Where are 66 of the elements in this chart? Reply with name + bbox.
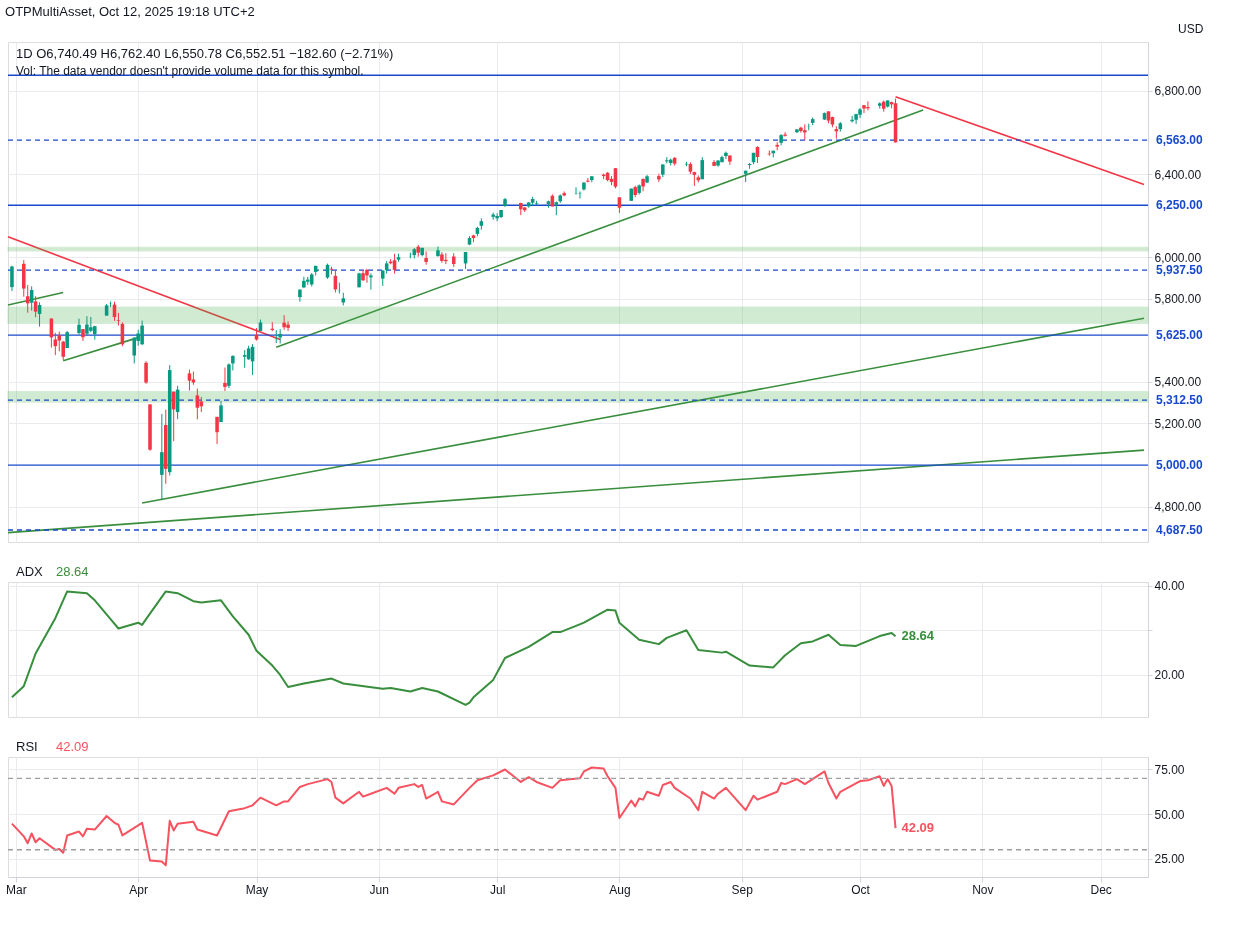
candlestick [215, 416, 219, 445]
candlestick [140, 320, 144, 346]
text: 28.64 [56, 564, 89, 579]
candlestick [866, 100, 870, 111]
text: OTPMultiAsset, Oct 12, 2025 19:18 UTC+2 [5, 3, 255, 19]
candlestick [586, 177, 590, 183]
candlestick [641, 177, 645, 192]
y-tick-label: 20.00 [1154, 668, 1185, 683]
chart-title: 1D O6,740.49 H6,762.40 L6,550.78 C6,552.51 −182.60 (−2.71%) [16, 46, 394, 61]
candlestick [223, 367, 227, 392]
x-tick-label: Sep [731, 882, 754, 897]
y-tick-label: 4,800.00 [1154, 500, 1202, 515]
ref-line-label: 6,563.00 [1156, 133, 1204, 148]
y-tick-label: 5,200.00 [1154, 417, 1202, 431]
y-tick-label: 6,400.00 [1154, 167, 1202, 182]
candlestick [862, 104, 866, 114]
candlestick [444, 252, 448, 265]
text: 42.09 [56, 739, 89, 754]
x-tick-label: May [245, 882, 269, 897]
text: USD [1178, 22, 1204, 36]
y-tick-label: 25.00 [1154, 852, 1185, 867]
text: ADX [16, 564, 44, 579]
candlestick [116, 312, 121, 327]
ref-line-label: 5,937.50 [1156, 263, 1204, 278]
line-series [10, 590, 897, 706]
candlestick [132, 336, 136, 364]
candlestick [657, 173, 661, 183]
x-tick-label: Oct [851, 882, 871, 897]
text: RSI [16, 739, 38, 754]
candlestick [495, 212, 499, 222]
candlestick [365, 268, 369, 284]
x-tick-label: Jun [369, 882, 389, 897]
candlestick [282, 314, 286, 331]
candlestick [85, 315, 89, 337]
y-tick-label: 6,800.00 [1154, 84, 1202, 99]
x-tick-label: Aug [609, 882, 631, 897]
ref-line-label: 4,687.50 [1156, 523, 1204, 538]
x-tick-label: Mar [6, 882, 27, 897]
candlestick [724, 151, 728, 160]
ref-line-label: 5,312.50 [1156, 393, 1204, 408]
y-tick-label: 40.00 [1154, 579, 1185, 594]
x-tick-label: Nov [972, 882, 994, 897]
candlestick [77, 318, 81, 336]
candlestick [369, 272, 373, 291]
annotation: 42.09 [901, 820, 935, 836]
candlestick [424, 251, 428, 266]
y-tick-label: 5,400.00 [1154, 375, 1202, 390]
candlestick [160, 413, 164, 500]
annotation: Vol: The data vendor doesn't provide volume data for this symbol. [16, 64, 364, 78]
annotation: 28.64 [901, 628, 935, 644]
y-tick-label: 75.00 [1154, 762, 1185, 777]
x-tick-label: Apr [129, 882, 149, 897]
line-series [10, 766, 897, 867]
x-tick-label: Jul [489, 882, 506, 897]
candlestick [783, 131, 787, 138]
y-tick-label: 6,000.00 [1154, 250, 1202, 265]
candlestick [33, 295, 38, 318]
x-tick-label: Dec [1090, 882, 1112, 897]
ref-line-label: 5,000.00 [1156, 458, 1204, 473]
y-tick-label: 50.00 [1154, 807, 1185, 822]
candlestick [144, 360, 148, 385]
ref-line-label: 5,625.00 [1156, 328, 1204, 343]
ref-line-label: 6,250.00 [1156, 198, 1204, 213]
candlestick [10, 265, 14, 292]
candlestick [298, 288, 302, 303]
y-tick-label: 5,800.00 [1154, 292, 1202, 307]
